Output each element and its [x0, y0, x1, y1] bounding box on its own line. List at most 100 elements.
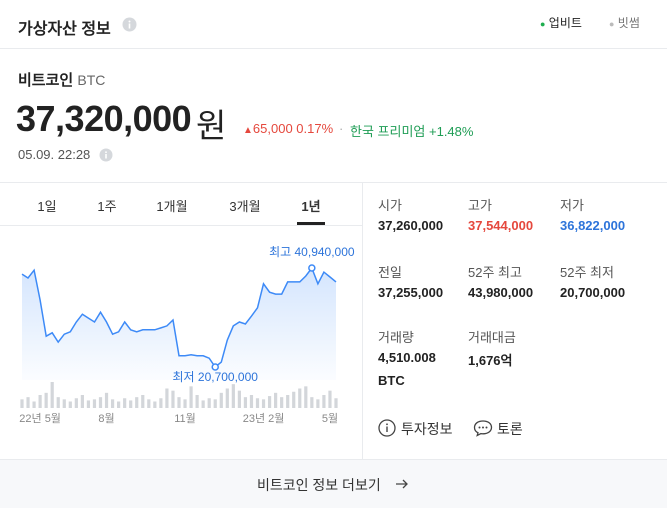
period-tab[interactable]: 3개월	[229, 199, 261, 214]
volume-bar	[153, 401, 157, 408]
price-line	[21, 266, 337, 369]
period-tab[interactable]: 1개월	[156, 199, 188, 214]
volume-bar	[86, 400, 91, 408]
x-tick-label: 23년 2월	[243, 412, 285, 425]
divider	[0, 48, 667, 49]
volume-bar	[292, 391, 296, 408]
price-chart: 최고 40,940,000 최저 20,700,000 22년 5월 8월 11월 23년…	[19, 245, 355, 425]
volume-bar	[255, 398, 260, 408]
volume-bar	[225, 388, 229, 408]
tab-underline	[297, 222, 325, 225]
exchange-name: 업비트	[548, 16, 582, 30]
volume-bar	[274, 392, 278, 408]
volume-bar	[32, 401, 36, 408]
link[interactable]: 토론	[497, 421, 523, 437]
volume-bar	[207, 398, 211, 408]
price: 37,320,000	[16, 98, 192, 139]
stat-label: 거래량	[378, 330, 414, 345]
volume-bar	[195, 395, 199, 408]
volume-bar	[44, 392, 48, 408]
stat-value: 43,980,000	[468, 285, 534, 300]
volume-bar	[261, 399, 266, 408]
timestamp: 05.09. 22:28	[18, 147, 91, 162]
price-area	[22, 268, 336, 380]
info-icon	[378, 419, 396, 437]
stat-unit: BTC	[378, 373, 405, 388]
info-icon[interactable]	[99, 148, 113, 162]
volume-bar	[74, 398, 78, 408]
volume-bar	[280, 397, 284, 408]
volume-bar	[328, 390, 332, 408]
info-icon[interactable]	[122, 17, 137, 32]
volume-bar	[165, 388, 169, 408]
stat-value: 4,510.008	[378, 350, 436, 365]
stat-value: 37,544,000	[468, 218, 534, 233]
period-tab[interactable]: 1일	[37, 199, 57, 214]
volume-bar	[310, 397, 314, 408]
high-marker	[308, 264, 316, 272]
footer-link: 비트코인 정보 더보기	[257, 477, 381, 493]
volume-bar	[171, 390, 175, 408]
volume-bar	[322, 395, 326, 408]
volume-bar	[286, 395, 290, 408]
volume-bar	[201, 400, 205, 408]
currency: 원	[196, 107, 227, 144]
volume-bar	[141, 395, 145, 408]
volume-bar	[237, 390, 241, 408]
stat-value: 37,260,000	[378, 218, 444, 233]
period-tab[interactable]: 1년	[301, 199, 321, 214]
stat-value: 36,822,000	[560, 218, 626, 233]
link[interactable]: 투자정보	[401, 421, 453, 437]
volume-bar	[38, 395, 42, 408]
volume-bar	[304, 386, 308, 408]
volume-bar	[231, 384, 235, 408]
stat-label: 거래대금	[468, 330, 516, 345]
volume-bar	[189, 386, 193, 408]
stat-label: 52주 최고	[468, 265, 522, 280]
chat-icon	[473, 420, 493, 437]
premium: 한국 프리미엄 +1.48%	[350, 121, 473, 140]
volume-bar	[50, 382, 54, 408]
x-tick-label: 11월	[174, 412, 196, 425]
low-label: 최저 20,700,000	[172, 370, 258, 384]
coin-name-row: 비트코인 BTC	[18, 69, 105, 90]
section-title: 가상자산 정보	[18, 21, 111, 38]
arrow-icon	[396, 479, 408, 489]
divider	[0, 225, 362, 226]
volume-bar	[183, 399, 187, 408]
volume-bar	[213, 399, 217, 408]
period-tab[interactable]: 1주	[97, 199, 117, 214]
volume-bar	[135, 397, 139, 408]
premium-value: +1.48%	[429, 124, 474, 139]
premium-label: 한국 프리미엄	[350, 124, 426, 139]
exchange-tab[interactable]: ● 업비트	[540, 16, 582, 30]
volume-bar	[98, 397, 103, 408]
volume-bar	[26, 397, 30, 408]
high-label: 최고 40,940,000	[269, 245, 355, 259]
volume-bar	[219, 392, 223, 408]
divider	[0, 182, 667, 183]
divider	[362, 182, 363, 459]
coin-symbol: BTC	[77, 72, 106, 88]
stat-value: 20,700,000	[560, 285, 626, 300]
volume-bar	[334, 398, 338, 408]
volume-bar	[177, 397, 181, 408]
volume-bar	[298, 388, 302, 408]
stat-label: 52주 최저	[560, 265, 614, 280]
price-change: ▲65,000 0.17%	[243, 121, 334, 136]
volume-bar	[68, 401, 72, 408]
footer-bar[interactable]: 비트코인 정보 더보기	[0, 459, 667, 508]
volume-bar	[249, 395, 254, 408]
stat-label: 시가	[378, 198, 402, 213]
volume-bar	[243, 397, 248, 408]
x-tick-label: 8월	[98, 412, 114, 425]
volume-bar	[117, 401, 121, 408]
volume-bar	[56, 397, 60, 408]
volume-bar	[92, 399, 97, 408]
exchange-tab[interactable]: ● 빗썸	[609, 16, 640, 30]
change-amount: 65,000	[252, 121, 293, 136]
x-tick-label: 22년 5월	[19, 412, 61, 425]
stat-value: 37,255,000	[378, 285, 444, 300]
change-rate: 0.17%	[296, 121, 334, 136]
volume-bar	[80, 395, 84, 408]
